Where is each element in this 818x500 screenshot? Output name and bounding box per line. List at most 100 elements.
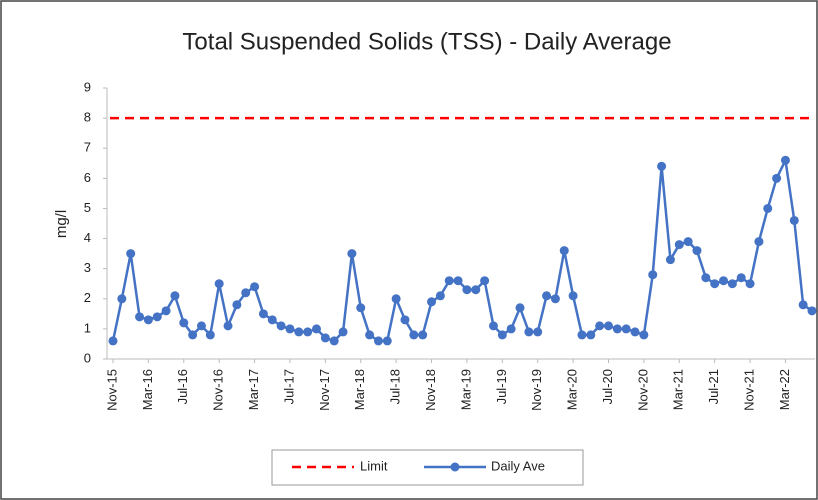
data-point (143, 315, 153, 325)
y-tick-label: 6 (84, 170, 91, 185)
data-point (303, 327, 313, 337)
data-point (391, 294, 401, 304)
x-tick-label: Jul-17 (281, 369, 296, 404)
data-point (674, 240, 684, 250)
data-point (108, 336, 118, 346)
legend-label: Limit (360, 458, 388, 473)
y-tick-label: 3 (84, 260, 91, 275)
data-point (400, 315, 410, 325)
data-point (356, 303, 366, 313)
data-point (462, 285, 472, 295)
y-tick-label: 9 (84, 79, 91, 94)
data-point (205, 330, 215, 340)
data-point (329, 336, 339, 346)
x-tick-label: Mar-20 (565, 369, 580, 410)
data-point (550, 294, 560, 304)
data-point (577, 330, 587, 340)
data-point (745, 279, 755, 289)
data-point (586, 330, 596, 340)
legend-swatch-marker (450, 462, 460, 472)
data-point (258, 309, 268, 319)
data-point (524, 327, 534, 337)
data-point (780, 155, 790, 165)
data-point (488, 321, 498, 331)
data-point (444, 276, 454, 286)
x-tick-label: Mar-17 (246, 369, 261, 410)
y-axis-label: mg/l (53, 210, 70, 238)
x-tick-label: Jul-20 (600, 369, 615, 404)
data-point (241, 288, 251, 298)
data-point (196, 321, 206, 331)
x-tick-label: Jul-19 (494, 369, 509, 404)
x-tick-label: Nov-15 (104, 369, 119, 411)
data-point (807, 306, 817, 316)
x-tick-label: Mar-22 (777, 369, 792, 410)
data-point (515, 303, 525, 313)
data-point (418, 330, 428, 340)
data-point (665, 255, 675, 265)
x-tick-label: Nov-18 (423, 369, 438, 411)
data-point (798, 300, 808, 310)
data-point (320, 333, 330, 343)
data-point (710, 279, 720, 289)
data-point (763, 203, 773, 213)
data-point (170, 291, 180, 301)
y-tick-label: 0 (84, 350, 91, 365)
data-point (630, 327, 640, 337)
data-point (657, 161, 667, 171)
data-point (188, 330, 198, 340)
y-tick-label: 8 (84, 110, 91, 125)
y-tick-label: 5 (84, 200, 91, 215)
data-point (435, 291, 445, 301)
x-tick-label: Nov-21 (742, 369, 757, 411)
data-point (789, 215, 799, 225)
data-point (135, 312, 145, 322)
data-point (719, 276, 729, 286)
x-tick-label: Nov-19 (529, 369, 544, 411)
data-point (559, 246, 569, 256)
data-point (471, 285, 481, 295)
data-point (621, 324, 631, 334)
data-point (727, 279, 737, 289)
data-point (126, 249, 136, 259)
data-point (612, 324, 622, 334)
data-point (267, 315, 277, 325)
x-tick-label: Nov-17 (317, 369, 332, 411)
data-point (365, 330, 375, 340)
y-tick-label: 7 (84, 140, 91, 155)
data-point (497, 330, 507, 340)
data-point (285, 324, 295, 334)
data-point (692, 246, 702, 256)
data-point (480, 276, 490, 286)
x-tick-label: Nov-20 (635, 369, 650, 411)
y-tick-label: 1 (84, 320, 91, 335)
data-point (453, 276, 463, 286)
x-tick-label: Jul-18 (388, 369, 403, 404)
data-point (533, 327, 543, 337)
data-point (427, 297, 437, 307)
x-tick-label: Jul-16 (175, 369, 190, 404)
y-tick-label: 2 (84, 290, 91, 305)
data-point (382, 336, 392, 346)
data-point (338, 327, 348, 337)
data-point (648, 270, 658, 280)
data-point (117, 294, 127, 304)
data-point (161, 306, 171, 316)
x-tick-label: Mar-19 (458, 369, 473, 410)
data-point (373, 336, 383, 346)
data-point (639, 330, 649, 340)
x-tick-label: Mar-21 (671, 369, 686, 410)
data-point (294, 327, 304, 337)
data-point (179, 318, 189, 328)
data-point (736, 273, 746, 283)
data-point (542, 291, 552, 301)
x-tick-label: Mar-18 (352, 369, 367, 410)
data-point (312, 324, 322, 334)
data-point (506, 324, 516, 334)
y-tick-label: 4 (84, 230, 91, 245)
x-tick-label: Nov-16 (211, 369, 226, 411)
data-point (754, 237, 764, 247)
x-tick-label: Jul-21 (706, 369, 721, 404)
